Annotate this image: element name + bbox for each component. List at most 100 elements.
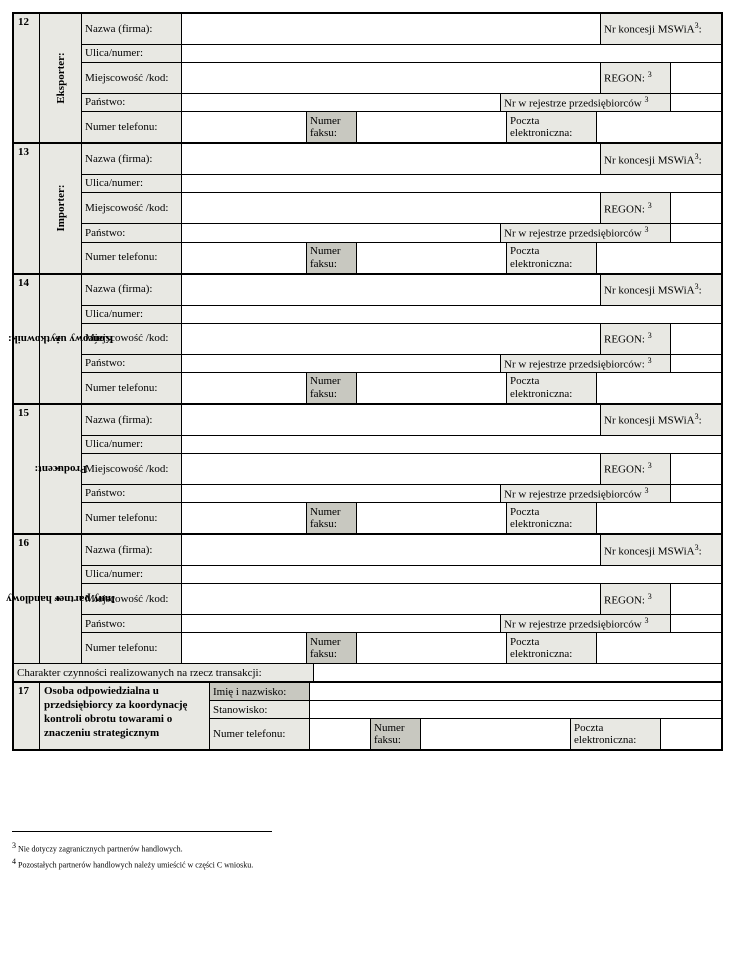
field-value [182, 584, 601, 614]
section-17-title: Osoba odpowiedzialna u przedsiębiorcy za… [40, 683, 210, 749]
label-koncesja: Nr koncesji MSWiA3: [601, 405, 721, 435]
field-value [671, 485, 721, 502]
field-value [182, 306, 721, 323]
field-value [357, 503, 507, 533]
field-value [357, 633, 507, 663]
field-value [182, 193, 601, 223]
label-poczta: Poczta elektroniczna: [507, 373, 597, 403]
label-panstwo: Państwo: [82, 485, 182, 502]
field-value [671, 615, 721, 632]
field-value [314, 664, 721, 681]
section-title: Eksporter: [40, 14, 82, 142]
field-value [182, 14, 601, 44]
field-value [182, 485, 501, 502]
label-koncesja: Nr koncesji MSWiA3: [601, 14, 721, 44]
field-value [671, 193, 721, 223]
label-numtel: Numer telefonu: [82, 503, 182, 533]
form-table: 12 Eksporter: Nazwa (firma): Nr koncesji… [12, 12, 723, 751]
section-13: 13 Importer: Nazwa (firma): Nr koncesji … [14, 144, 721, 274]
label-ulica: Ulica/numer: [82, 436, 182, 453]
field-value [182, 94, 501, 111]
field-value [671, 63, 721, 93]
label-poczta: Poczta elektroniczna: [571, 719, 661, 749]
label-registry: Nr w rejestrze przedsiębiorców 3 [501, 485, 671, 502]
label-panstwo: Państwo: [82, 224, 182, 241]
field-value [597, 373, 721, 403]
label-registry: Nr w rejestrze przedsiębiorców 3 [501, 615, 671, 632]
label-numtel: Numer telefonu: [82, 243, 182, 273]
label-numfaks: Numer faksu: [371, 719, 421, 749]
section-12: 12 Eksporter: Nazwa (firma): Nr koncesji… [14, 14, 721, 144]
field-value [182, 112, 307, 142]
footnote-3: 3 Nie dotyczy zagranicznych partnerów ha… [12, 841, 272, 854]
label-registry: Nr w rejestrze przedsiębiorców: 3 [501, 355, 671, 372]
field-value [182, 633, 307, 663]
label-numtel: Numer telefonu: [82, 633, 182, 663]
label-charakter: Charakter czynności realizowanych na rze… [14, 664, 314, 681]
field-value [182, 535, 601, 565]
label-panstwo: Państwo: [82, 615, 182, 632]
label-nazwa: Nazwa (firma): [82, 405, 182, 435]
label-miejsc: Miejscowość /kod: [82, 63, 182, 93]
field-value [671, 94, 721, 111]
label-registry: Nr w rejestrze przedsiębiorców 3 [501, 224, 671, 241]
label-nazwa: Nazwa (firma): [82, 535, 182, 565]
field-value [182, 45, 721, 62]
label-panstwo: Państwo: [82, 355, 182, 372]
field-value [182, 436, 721, 453]
field-value [182, 405, 601, 435]
label-panstwo: Państwo: [82, 94, 182, 111]
field-value [310, 701, 721, 718]
field-value [182, 243, 307, 273]
field-value [182, 175, 721, 192]
section-number: 13 [14, 144, 40, 272]
label-regon: REGON: 3 [601, 193, 671, 223]
field-value [671, 355, 721, 372]
field-value [182, 144, 601, 174]
label-stanowisko: Stanowisko: [210, 701, 310, 718]
label-imie: Imię i nazwisko: [210, 683, 310, 700]
label-regon: REGON: 3 [601, 324, 671, 354]
field-value [182, 324, 601, 354]
field-value [182, 224, 501, 241]
label-numfaks: Numer faksu: [307, 633, 357, 663]
label-registry: Nr w rejestrze przedsiębiorców 3 [501, 94, 671, 111]
section-number: 17 [14, 683, 40, 749]
label-koncesja: Nr koncesji MSWiA3: [601, 144, 721, 174]
label-ulica: Ulica/numer: [82, 306, 182, 323]
field-value [310, 683, 721, 700]
label-poczta: Poczta elektroniczna: [507, 503, 597, 533]
section-number: 12 [14, 14, 40, 142]
label-regon: REGON: 3 [601, 454, 671, 484]
field-value [671, 454, 721, 484]
label-numfaks: Numer faksu: [307, 112, 357, 142]
label-poczta: Poczta elektroniczna: [507, 112, 597, 142]
label-miejsc: Miejscowość /kod: [82, 454, 182, 484]
field-value [357, 373, 507, 403]
label-numfaks: Numer faksu: [307, 243, 357, 273]
field-value [597, 503, 721, 533]
label-regon: REGON: 3 [601, 584, 671, 614]
label-nazwa: Nazwa (firma): [82, 275, 182, 305]
label-ulica: Ulica/numer: [82, 175, 182, 192]
label-nazwa: Nazwa (firma): [82, 144, 182, 174]
label-koncesja: Nr koncesji MSWiA3: [601, 535, 721, 565]
section-title: Importer: [40, 144, 82, 272]
label-nazwa: Nazwa (firma): [82, 14, 182, 44]
field-value [597, 633, 721, 663]
field-value [671, 324, 721, 354]
field-value [182, 63, 601, 93]
field-value [182, 503, 307, 533]
field-value [671, 584, 721, 614]
field-value [661, 719, 721, 749]
label-regon: REGON: 3 [601, 63, 671, 93]
label-numtel: Numer telefonu: [82, 112, 182, 142]
section-title: Końcowy użytkownik:4 [40, 275, 82, 403]
label-numfaks: Numer faksu: [307, 503, 357, 533]
section-title: Inny partner handlowy4 [40, 535, 82, 663]
label-numfaks: Numer faksu: [307, 373, 357, 403]
row-charakter: Charakter czynności realizowanych na rze… [14, 663, 721, 681]
section-15: 15 Producent:4 Nazwa (firma): Nr koncesj… [14, 405, 721, 535]
field-value [182, 615, 501, 632]
field-value [310, 719, 371, 749]
